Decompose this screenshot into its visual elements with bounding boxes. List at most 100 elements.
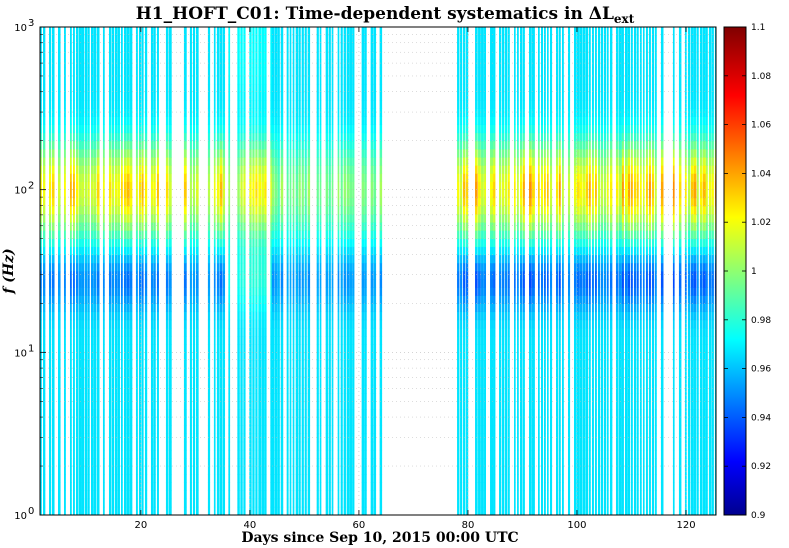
heatmap-cell: [75, 327, 79, 337]
heatmap-cell: [141, 498, 144, 508]
heatmap-cell: [292, 336, 295, 345]
heatmap-cell: [156, 433, 159, 443]
heatmap-cell: [316, 352, 319, 361]
heatmap-cell: [93, 238, 97, 247]
heatmap-cell: [307, 441, 311, 451]
heatmap-cell: [87, 92, 90, 101]
heatmap-cell: [189, 441, 192, 451]
heatmap-cell: [117, 246, 120, 256]
heatmap-cell: [114, 132, 118, 142]
heatmap-cell: [114, 401, 118, 410]
heatmap-cell: [141, 157, 144, 166]
heatmap-cell: [126, 149, 130, 158]
heatmap-cell: [69, 92, 72, 101]
heatmap-cell: [165, 490, 169, 500]
heatmap-cell: [373, 449, 377, 459]
heatmap-cell: [277, 433, 280, 443]
heatmap-cell: [156, 262, 159, 272]
heatmap-cell: [90, 433, 94, 443]
heatmap-cell: [249, 116, 252, 125]
heatmap-column-0-30.1: [195, 27, 199, 515]
heatmap-cell: [96, 466, 100, 475]
heatmap-cell: [364, 474, 367, 483]
heatmap-cell: [379, 344, 383, 353]
heatmap-cell: [72, 376, 75, 386]
heatmap-cell: [340, 417, 343, 426]
heatmap-cell: [361, 205, 365, 215]
heatmap-cell: [72, 417, 75, 426]
heatmap-cell: [370, 157, 374, 166]
heatmap-cell: [144, 360, 148, 369]
heatmap-cell: [316, 157, 319, 166]
heatmap-cell: [153, 287, 156, 296]
heatmap-cell: [93, 352, 97, 361]
heatmap-cell: [213, 92, 216, 101]
heatmap-cell: [102, 376, 105, 386]
heatmap-cell: [42, 449, 46, 459]
heatmap-cell: [183, 490, 187, 500]
heatmap-cell: [213, 35, 216, 44]
heatmap-cell: [183, 254, 187, 264]
heatmap-cell: [270, 35, 273, 44]
heatmap-cell: [277, 67, 280, 77]
heatmap-cell: [195, 498, 199, 508]
heatmap-cell: [117, 59, 120, 69]
heatmap-cell: [117, 287, 120, 296]
heatmap-cell: [328, 165, 331, 174]
heatmap-cell: [370, 336, 374, 345]
heatmap-cell: [307, 149, 311, 158]
heatmap-cell: [207, 214, 211, 223]
heatmap-cell: [361, 165, 365, 174]
heatmap-cell: [129, 401, 133, 410]
heatmap-cell: [126, 506, 130, 515]
heatmap-cell: [87, 449, 90, 459]
heatmap-cell: [117, 116, 120, 125]
heatmap-cell: [78, 140, 82, 150]
heatmap-cell: [280, 132, 284, 142]
heatmap-cell: [216, 197, 220, 207]
heatmap-cell: [102, 246, 105, 256]
heatmap-cell: [102, 352, 105, 361]
heatmap-cell: [183, 466, 187, 475]
heatmap-cell: [150, 132, 154, 142]
heatmap-cell: [213, 246, 216, 256]
heatmap-cell: [192, 311, 196, 321]
heatmap-cell: [328, 327, 331, 337]
heatmap-cell: [219, 498, 223, 508]
heatmap-cell: [328, 344, 331, 353]
heatmap-cell: [364, 222, 367, 231]
heatmap-cell: [280, 197, 284, 207]
heatmap-cell: [331, 254, 334, 264]
heatmap-cell: [274, 303, 278, 313]
heatmap-cell: [280, 344, 284, 353]
heatmap-cell: [364, 214, 367, 223]
heatmap-cell: [249, 205, 252, 215]
heatmap-cell: [129, 344, 133, 353]
heatmap-cell: [280, 441, 284, 451]
heatmap-cell: [129, 384, 133, 394]
heatmap-cell: [243, 100, 246, 109]
heatmap-cell: [274, 140, 278, 150]
heatmap-cell: [96, 27, 100, 36]
heatmap-cell: [370, 393, 374, 402]
heatmap-cell: [138, 401, 142, 410]
heatmap-cell: [289, 214, 292, 223]
heatmap-cell: [138, 271, 142, 280]
heatmap-column-0-33.4: [213, 27, 216, 515]
heatmap-cell: [117, 132, 120, 142]
heatmap-cell: [264, 140, 267, 150]
heatmap-cell: [255, 303, 258, 313]
heatmap-cell: [165, 384, 169, 394]
heatmap-cell: [222, 67, 226, 77]
heatmap-cell: [75, 344, 79, 353]
heatmap-cell: [111, 222, 115, 231]
heatmap-cell: [346, 75, 350, 85]
heatmap-cell: [138, 368, 142, 378]
heatmap-cell: [207, 197, 211, 207]
heatmap-cell: [40, 35, 42, 44]
heatmap-cell: [102, 466, 105, 475]
heatmap-cell: [337, 262, 340, 272]
heatmap-cell: [156, 173, 159, 182]
heatmap-cell: [108, 368, 112, 378]
heatmap-cell: [40, 92, 42, 101]
